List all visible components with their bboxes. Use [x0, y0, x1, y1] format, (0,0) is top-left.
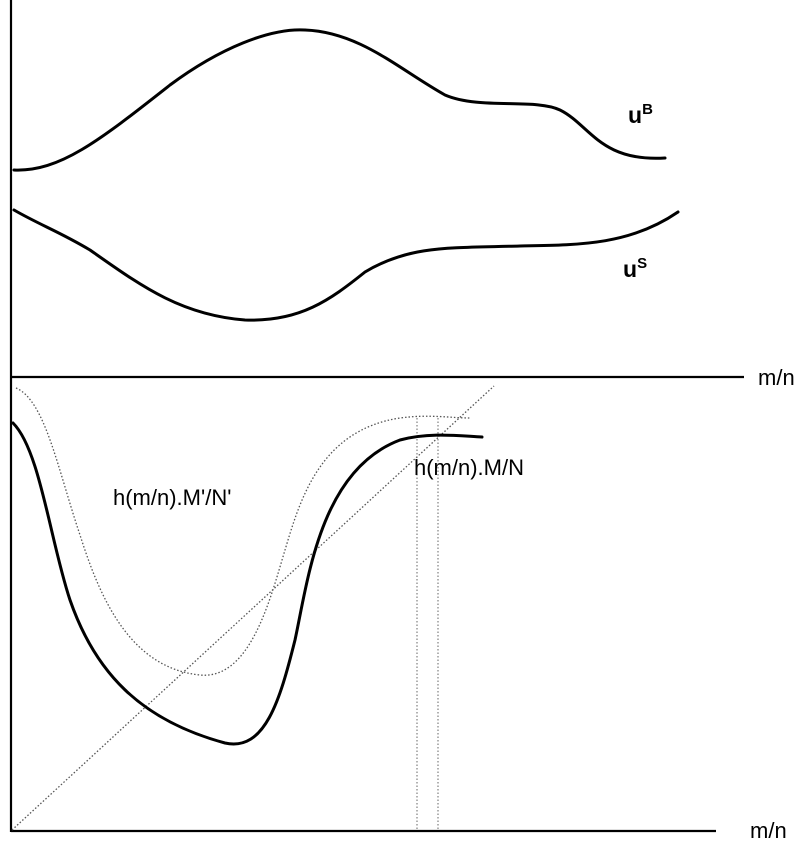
label-solid-curve: h(m/n).M/N [414, 455, 524, 480]
curve-solid-h-MN [11, 421, 484, 746]
label-uB: uB [628, 101, 653, 128]
top-panel: uB uS m/n [9, 0, 795, 390]
bottom-x-axis-label: m/n [750, 818, 787, 841]
label-uS-base: u [623, 256, 637, 282]
curve-uS [12, 208, 680, 322]
diagonal-line [11, 385, 495, 831]
curve-uB [12, 28, 667, 172]
label-uB-base: u [628, 102, 642, 128]
label-dotted-curve: h(m/n).M'/N' [113, 485, 231, 510]
top-x-axis-label: m/n [758, 365, 795, 390]
bottom-panel: h(m/n).M'/N' h(m/n).M/N m/n [9, 378, 787, 841]
label-uB-sup: B [642, 101, 653, 118]
label-uS-sup: S [637, 255, 647, 272]
label-uS: uS [623, 255, 647, 282]
